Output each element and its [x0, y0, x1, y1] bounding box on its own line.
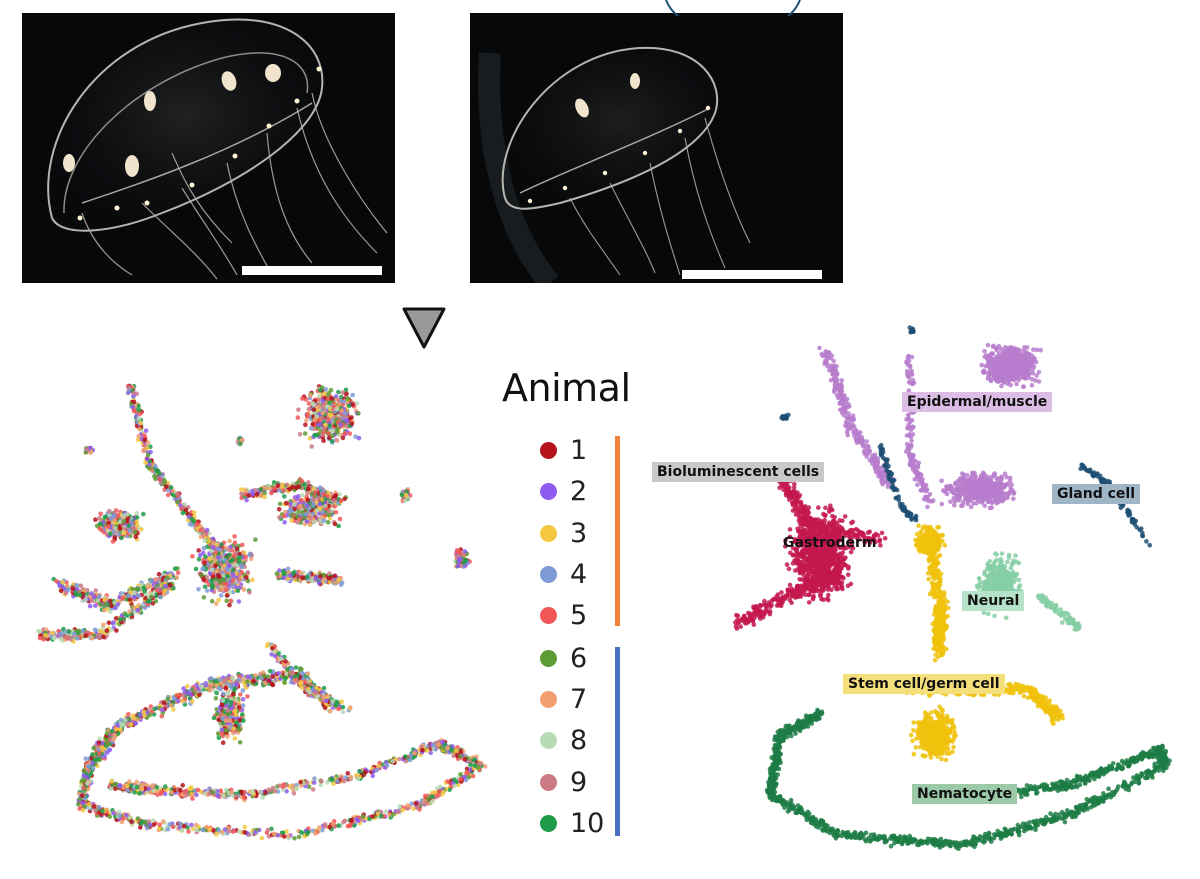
legend-item-animal-10: 10: [540, 805, 604, 841]
legend-dot: [540, 814, 557, 832]
label-epidermal-muscle: Epidermal/muscle: [902, 392, 1053, 412]
legend-label: 1: [570, 434, 588, 466]
label-gastroderm: Gastroderm: [783, 535, 877, 551]
legend-dot: [540, 690, 557, 708]
legend-label: 4: [570, 558, 588, 590]
group-bar-animals-1-5: [615, 436, 620, 626]
legend-item-animal-3: 3: [540, 515, 587, 551]
jellyfish-photo-right: [470, 13, 843, 283]
legend-item-animal-9: 9: [540, 764, 587, 800]
label-neural: Neural: [962, 591, 1025, 611]
label-stem-germ-cell: Stem cell/germ cell: [843, 674, 1005, 694]
umap-by-animal: [36, 383, 488, 841]
legend-label: 10: [570, 807, 605, 839]
legend-title: Animal: [502, 366, 631, 410]
legend-item-animal-7: 7: [540, 681, 587, 717]
legend-label: 7: [570, 683, 588, 715]
umap-by-cell-type: [653, 325, 1172, 851]
legend-dot: [540, 482, 557, 500]
legend-label: 8: [570, 724, 588, 756]
legend-dot: [540, 606, 557, 624]
legend-label: 2: [570, 475, 588, 507]
legend-dot: [540, 441, 557, 459]
legend-item-animal-1: 1: [540, 432, 587, 468]
legend-dot: [540, 565, 557, 583]
legend-item-animal-6: 6: [540, 640, 587, 676]
legend-dot: [540, 773, 557, 791]
legend-item-animal-2: 2: [540, 473, 587, 509]
legend-label: 5: [570, 599, 588, 631]
jellyfish-photo-left: [22, 13, 395, 283]
legend-label: 6: [570, 642, 588, 674]
label-nematocyte: Nematocyte: [912, 784, 1018, 804]
legend-item-animal-4: 4: [540, 556, 587, 592]
legend-label: 9: [570, 766, 588, 798]
legend-dot: [540, 731, 557, 749]
label-bioluminescent-cells: Bioluminescent cells: [652, 462, 825, 482]
scale-bar: [242, 266, 382, 275]
legend-item-animal-8: 8: [540, 722, 587, 758]
legend-item-animal-5: 5: [540, 597, 587, 633]
down-arrow-icon: [402, 307, 446, 349]
legend-dot: [540, 524, 557, 542]
group-bar-animals-6-10: [615, 647, 620, 836]
label-gland-cell: Gland cell: [1052, 484, 1140, 504]
scale-bar: [682, 270, 822, 279]
legend-dot: [540, 649, 557, 667]
decorative-arcs: [665, 0, 801, 17]
legend-label: 3: [570, 517, 588, 549]
